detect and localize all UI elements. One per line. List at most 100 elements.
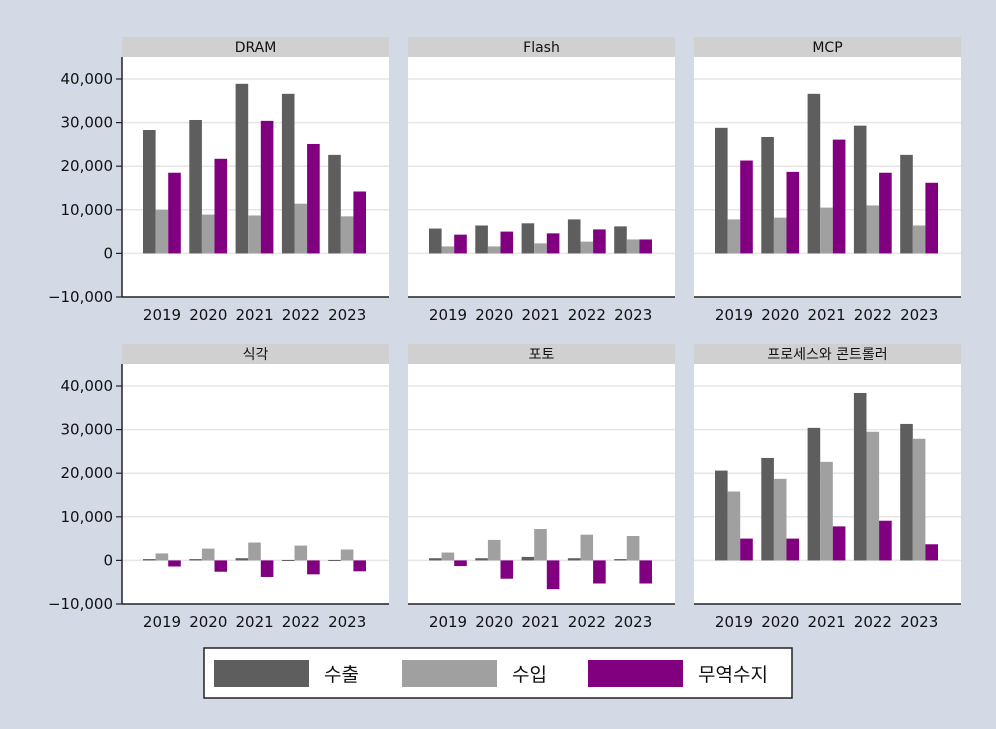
bar-수출-2019 — [429, 558, 442, 561]
bar-수입-2019 — [441, 552, 455, 561]
x-tick-label: 2019 — [143, 613, 181, 631]
bar-무역수지-2021 — [546, 560, 560, 590]
x-tick-label: 2023 — [328, 306, 366, 324]
bar-무역수지-2020 — [500, 231, 514, 254]
plot-area — [408, 364, 675, 604]
y-tick-label: 30,000 — [61, 421, 114, 439]
x-tick-label: 2022 — [282, 306, 320, 324]
bar-무역수지-2019 — [454, 560, 467, 567]
bar-수입-2022 — [580, 241, 594, 254]
bar-수입-2019 — [727, 219, 741, 254]
bar-수입-2023 — [340, 549, 354, 561]
bar-수출-2021 — [807, 93, 821, 254]
bar-수입-2021 — [534, 243, 547, 254]
bar-수출-2022 — [567, 558, 581, 561]
bar-수입-2020 — [487, 246, 501, 254]
y-tick-label: 20,000 — [61, 464, 114, 482]
bar-무역수지-2019 — [740, 538, 753, 561]
bar-수출-2019 — [429, 228, 442, 254]
bar-수출-2023 — [328, 559, 341, 561]
y-tick-label: 10,000 — [61, 508, 114, 526]
bar-수입-2022 — [294, 545, 308, 561]
legend-swatch — [214, 660, 309, 687]
x-tick-label: 2022 — [568, 306, 606, 324]
bar-수입-2020 — [773, 217, 787, 254]
bar-무역수지-2022 — [307, 560, 320, 575]
x-tick-label: 2022 — [568, 613, 606, 631]
bar-수출-2022 — [281, 93, 295, 254]
x-tick-label: 2020 — [475, 613, 513, 631]
panel-3: 식각 2019 2020 2021 2022 2023 −10,000 0 10,000 20,0… — [48, 344, 389, 631]
bar-무역수지-2020 — [786, 171, 800, 254]
bar-무역수지-2023 — [353, 560, 366, 572]
x-tick-label: 2021 — [236, 306, 274, 324]
bar-무역수지-2022 — [879, 172, 892, 254]
bar-수입-2022 — [866, 205, 880, 254]
bar-수출-2019 — [715, 470, 728, 561]
bar-수입-2021 — [534, 529, 547, 561]
panel-header — [122, 344, 389, 364]
panel-4: 포토 2019 2020 2021 2022 2023 — [408, 344, 675, 631]
bar-무역수지-2023 — [925, 544, 938, 561]
bar-무역수지-2021 — [260, 120, 274, 254]
bar-무역수지-2023 — [353, 191, 366, 254]
bar-무역수지-2021 — [832, 139, 846, 254]
bar-수입-2020 — [487, 539, 501, 561]
x-tick-label: 2022 — [854, 613, 892, 631]
bar-수입-2021 — [820, 461, 833, 561]
bar-수입-2020 — [201, 214, 215, 254]
bar-수입-2021 — [248, 215, 261, 254]
bar-무역수지-2021 — [260, 560, 274, 577]
bar-수입-2023 — [626, 239, 640, 254]
bar-수출-2023 — [900, 423, 913, 561]
bar-무역수지-2019 — [740, 160, 753, 254]
bar-무역수지-2021 — [832, 526, 846, 561]
bar-수출-2021 — [521, 556, 535, 561]
bar-수출-2019 — [715, 127, 728, 254]
x-tick-label: 2021 — [808, 613, 846, 631]
bar-수입-2022 — [580, 534, 594, 561]
panel-header — [122, 37, 389, 57]
bar-수출-2019 — [143, 559, 156, 561]
bar-무역수지-2020 — [500, 560, 514, 579]
panel-0: DRAM 2019 2020 2021 2022 2023 −10,000 0 10,000 20… — [48, 37, 389, 324]
x-tick-label: 2020 — [189, 613, 227, 631]
bar-무역수지-2021 — [546, 233, 560, 254]
panel-title: 프로세스와 콘트롤러 — [767, 347, 887, 363]
bar-수출-2020 — [189, 559, 202, 561]
bar-수출-2023 — [900, 154, 913, 254]
x-tick-label: 2021 — [808, 306, 846, 324]
bar-수입-2019 — [155, 553, 169, 561]
panel-1: Flash 2019 2020 2021 2022 2023 — [408, 37, 675, 324]
bar-수출-2020 — [189, 119, 202, 254]
bar-수입-2022 — [294, 203, 308, 254]
y-tick-label: −10,000 — [48, 595, 113, 613]
bar-수출-2023 — [614, 226, 627, 254]
bar-무역수지-2020 — [214, 560, 228, 572]
bar-수출-2022 — [853, 392, 867, 561]
panel-2: MCP 2019 2020 2021 2022 2023 — [694, 37, 961, 324]
legend-swatch — [588, 660, 683, 687]
bar-무역수지-2022 — [593, 560, 606, 584]
bar-수입-2022 — [866, 431, 880, 561]
bar-수출-2020 — [761, 136, 774, 254]
x-tick-label: 2019 — [429, 613, 467, 631]
bar-수입-2021 — [820, 207, 833, 254]
legend-label: 무역수지 — [698, 664, 768, 686]
bar-수출-2021 — [235, 83, 249, 254]
y-tick-label: −10,000 — [48, 288, 113, 306]
panel-title: DRAM — [235, 40, 277, 56]
bar-수출-2022 — [853, 125, 867, 254]
x-tick-label: 2019 — [715, 306, 753, 324]
x-tick-label: 2020 — [761, 306, 799, 324]
x-tick-label: 2023 — [614, 613, 652, 631]
bar-수출-2021 — [807, 427, 821, 561]
bar-수출-2021 — [521, 223, 535, 254]
bar-무역수지-2023 — [639, 239, 652, 254]
x-tick-label: 2023 — [900, 613, 938, 631]
panel-header — [694, 37, 961, 57]
x-tick-label: 2022 — [282, 613, 320, 631]
y-tick-label: 0 — [103, 551, 113, 569]
x-tick-label: 2021 — [522, 613, 560, 631]
